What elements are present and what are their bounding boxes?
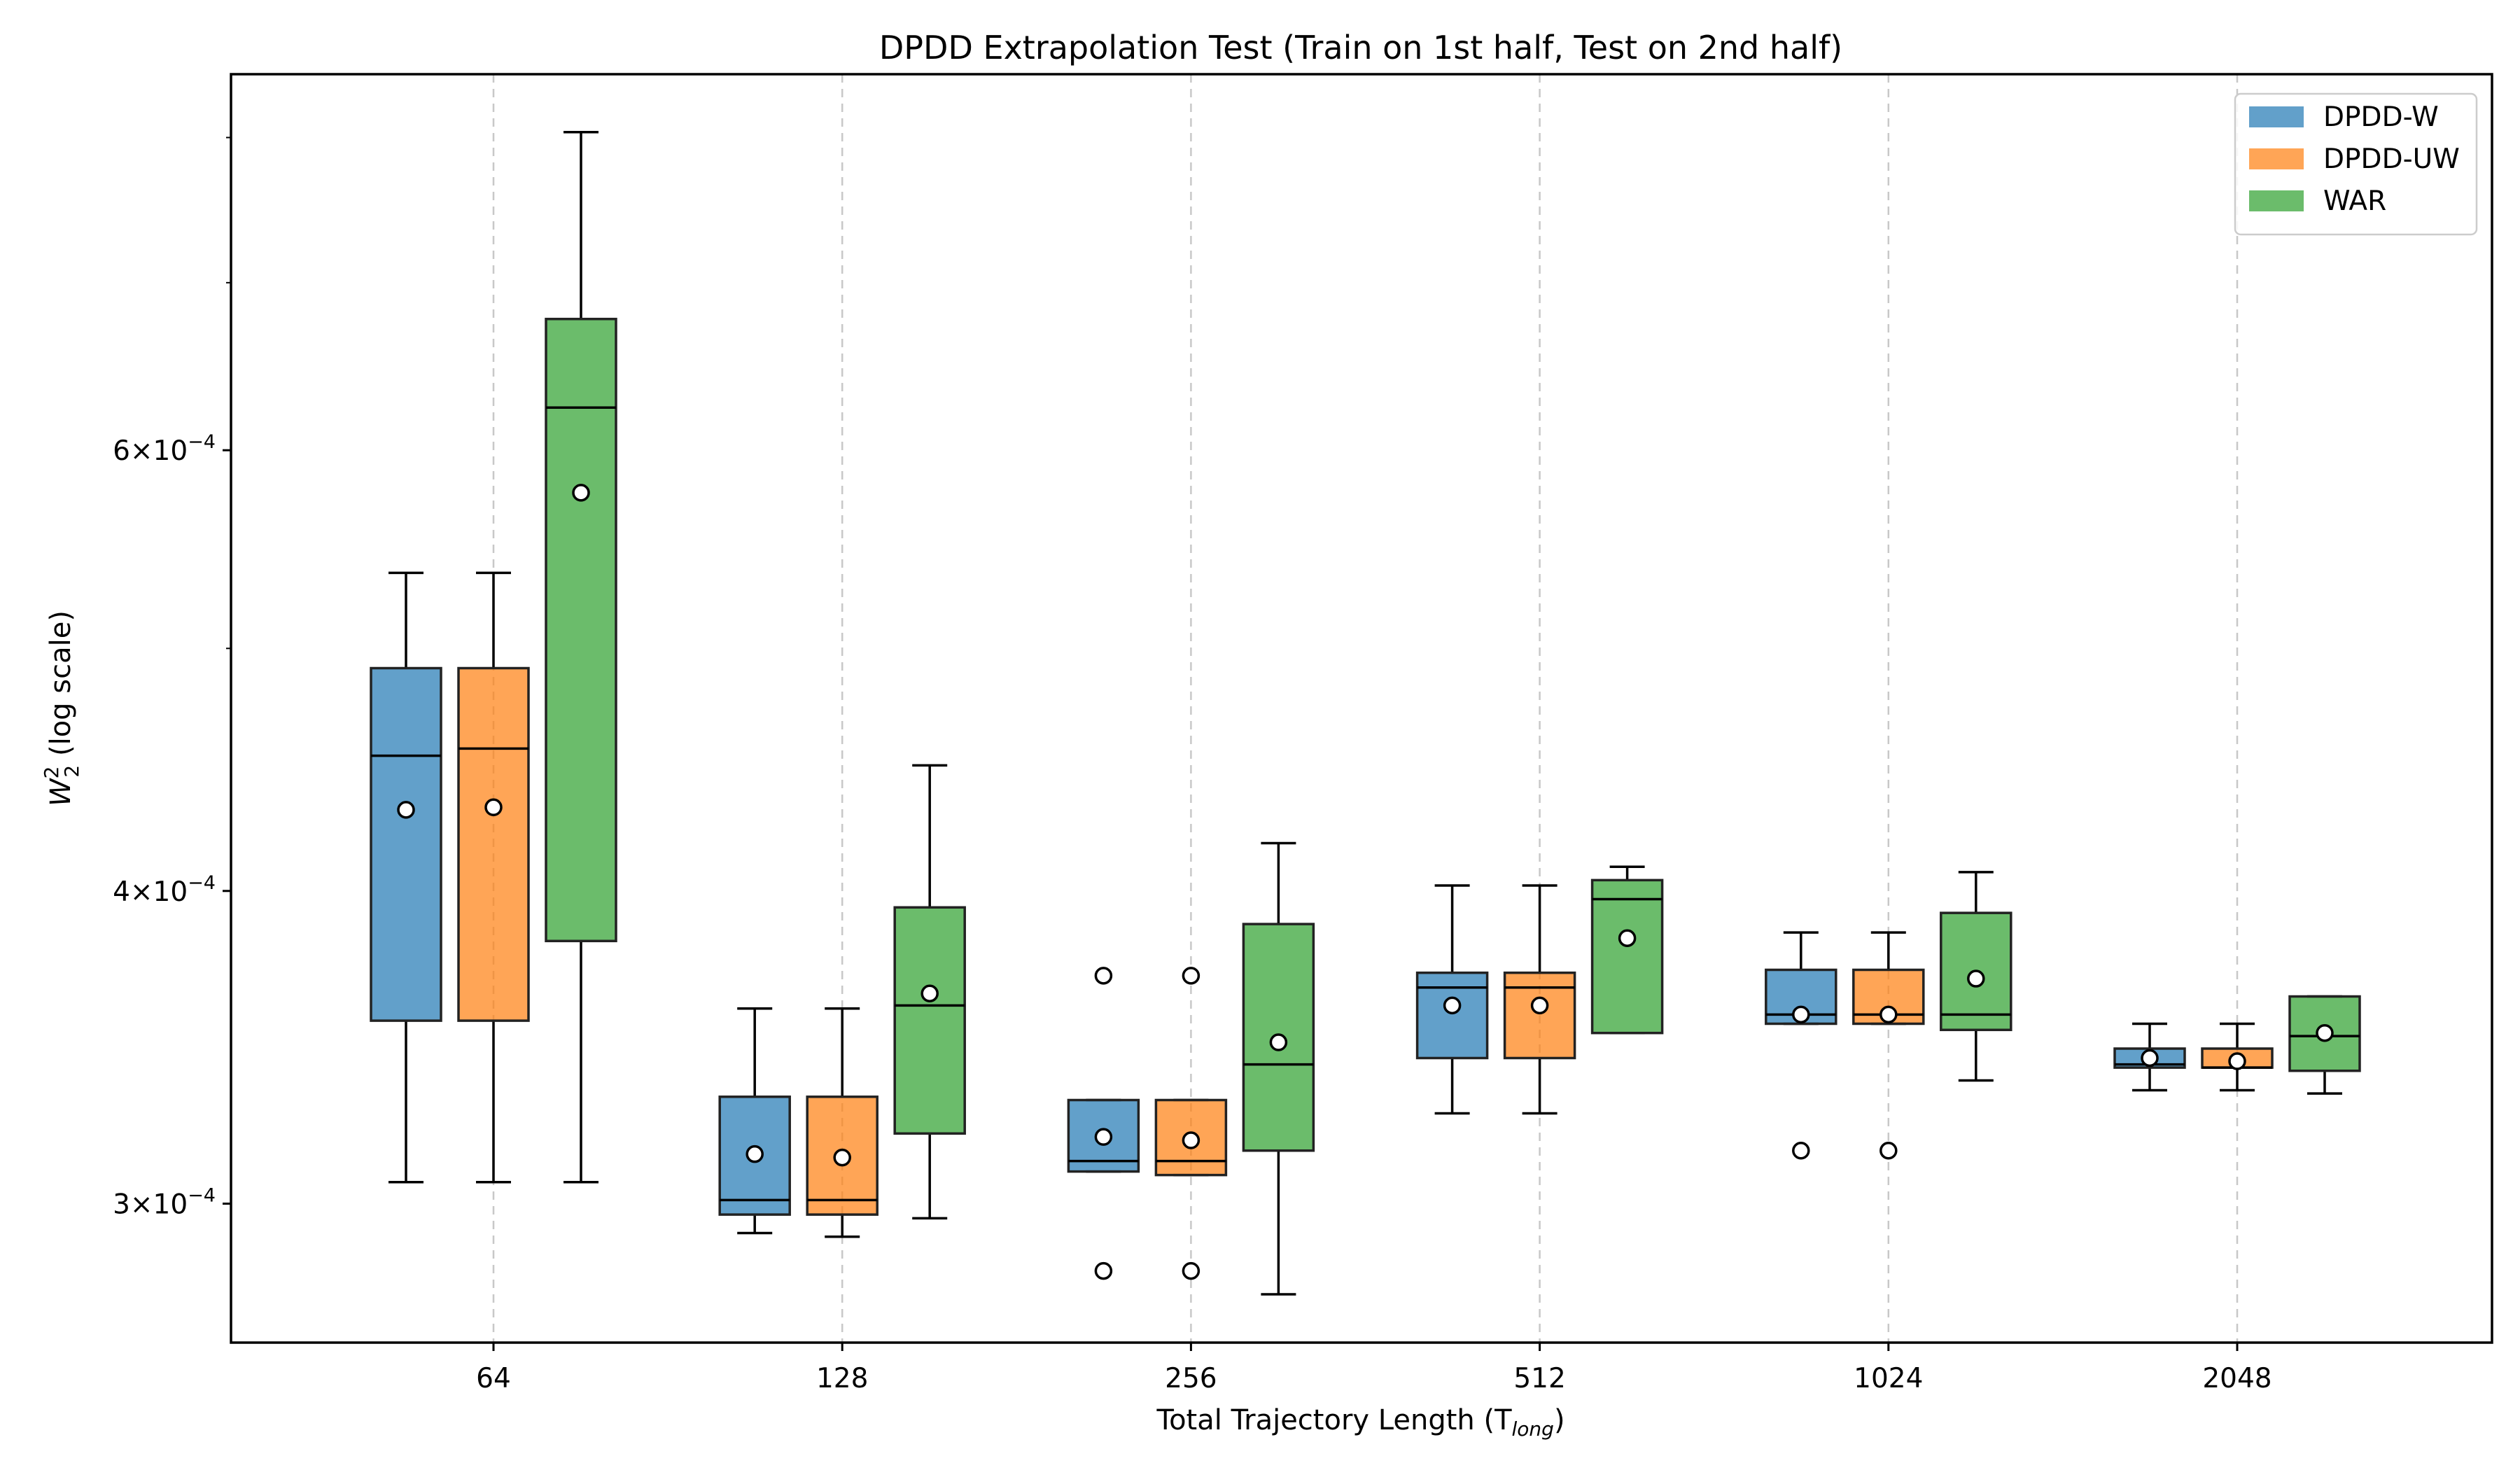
box-WAR-64 [545,130,617,1184]
mean-marker [1618,929,1637,947]
y-tick-label-2: 6×10−4 [113,431,216,467]
x-tick-label-2048: 2048 [2202,1363,2272,1394]
x-tick-label-256: 256 [1165,1363,1217,1394]
mean-marker [572,484,590,502]
box-layer [370,130,2361,1296]
mean-marker [2228,1052,2246,1070]
outlier-point-0 [1879,1141,1898,1160]
mean-marker [484,798,503,817]
mean-marker [1094,1128,1113,1146]
box-WAR-512 [1590,865,1664,1035]
box-WAR-256 [1242,841,1315,1296]
mean-marker [920,984,939,1002]
grid-layer [492,74,2239,1343]
box-body [893,906,966,1135]
legend-swatch-WAR [2249,190,2304,211]
legend-label-DPDD-W: DPDD-W [2323,102,2439,133]
box-DPDD-UW-128 [806,1007,878,1238]
x-tick-label-1024: 1024 [1854,1363,1923,1394]
outlier-point-1 [1182,1261,1200,1280]
legend-swatch-DPDD-UW [2249,148,2304,169]
mean-marker [2316,1023,2334,1042]
mean-marker [833,1148,851,1167]
box-DPDD-UW-64 [457,571,530,1184]
x-tick-label-64: 64 [476,1363,511,1394]
y-tick-label-0: 3×10−4 [113,1185,216,1221]
box-DPDD-UW-2048 [2201,1022,2274,1092]
y-tick-label-1: 4×10−4 [113,872,216,908]
box-body [2288,995,2361,1072]
legend-label-WAR: WAR [2323,186,2386,217]
mean-marker [746,1144,764,1163]
box-DPDD-W-1024 [1765,931,1837,1160]
mean-marker [1443,996,1462,1015]
box-body [370,666,442,1022]
mean-marker [1792,1005,1810,1024]
mean-marker [1879,1005,1898,1024]
box-body [545,317,617,943]
x-tick-label-128: 128 [816,1363,868,1394]
box-WAR-2048 [2288,995,2361,1095]
plot-frame [230,73,2493,1344]
box-WAR-1024 [1940,871,2012,1082]
outlier-point-0 [1792,1141,1810,1160]
axis-layer: 64 128 256 512 1024 2048 3×10−4 4×10−4 6×10−4 [113,136,2272,1394]
box-DPDD-W-128 [718,1007,791,1235]
mean-marker [1967,969,1985,988]
outlier-point-0 [1094,967,1113,985]
box-DPDD-W-2048 [2113,1022,2186,1092]
legend-label-DPDD-UW: DPDD-UW [2323,144,2460,175]
box-DPDD-UW-512 [1503,884,1576,1115]
box-body [457,666,530,1022]
legend-swatch-DPDD-W [2249,106,2304,127]
box-body [1503,971,1576,1060]
mean-marker [2141,1049,2159,1068]
box-body [1590,878,1664,1035]
box-DPDD-UW-1024 [1852,931,1925,1160]
mean-marker [1269,1033,1288,1051]
legend: DPDD-W DPDD-UW WAR [2234,92,2478,236]
box-body [1415,971,1489,1060]
mean-marker [1182,1131,1200,1149]
box-DPDD-W-64 [370,571,442,1184]
x-tick-label-512: 512 [1513,1363,1565,1394]
mean-marker [397,801,415,819]
y-axis-label: W22 (log scale) [40,610,83,806]
chart-title: DPDD Extrapolation Test (Train on 1st ha… [879,29,1842,66]
box-WAR-128 [893,764,966,1220]
box-DPDD-W-256 [1067,967,1140,1280]
x-axis-label: Total Trajectory Length (Tlong) [1156,1404,1564,1441]
box-DPDD-UW-256 [1154,967,1228,1280]
box-DPDD-W-512 [1415,884,1489,1115]
outlier-point-0 [1182,967,1200,985]
outlier-point-1 [1094,1261,1113,1280]
mean-marker [1530,996,1549,1015]
